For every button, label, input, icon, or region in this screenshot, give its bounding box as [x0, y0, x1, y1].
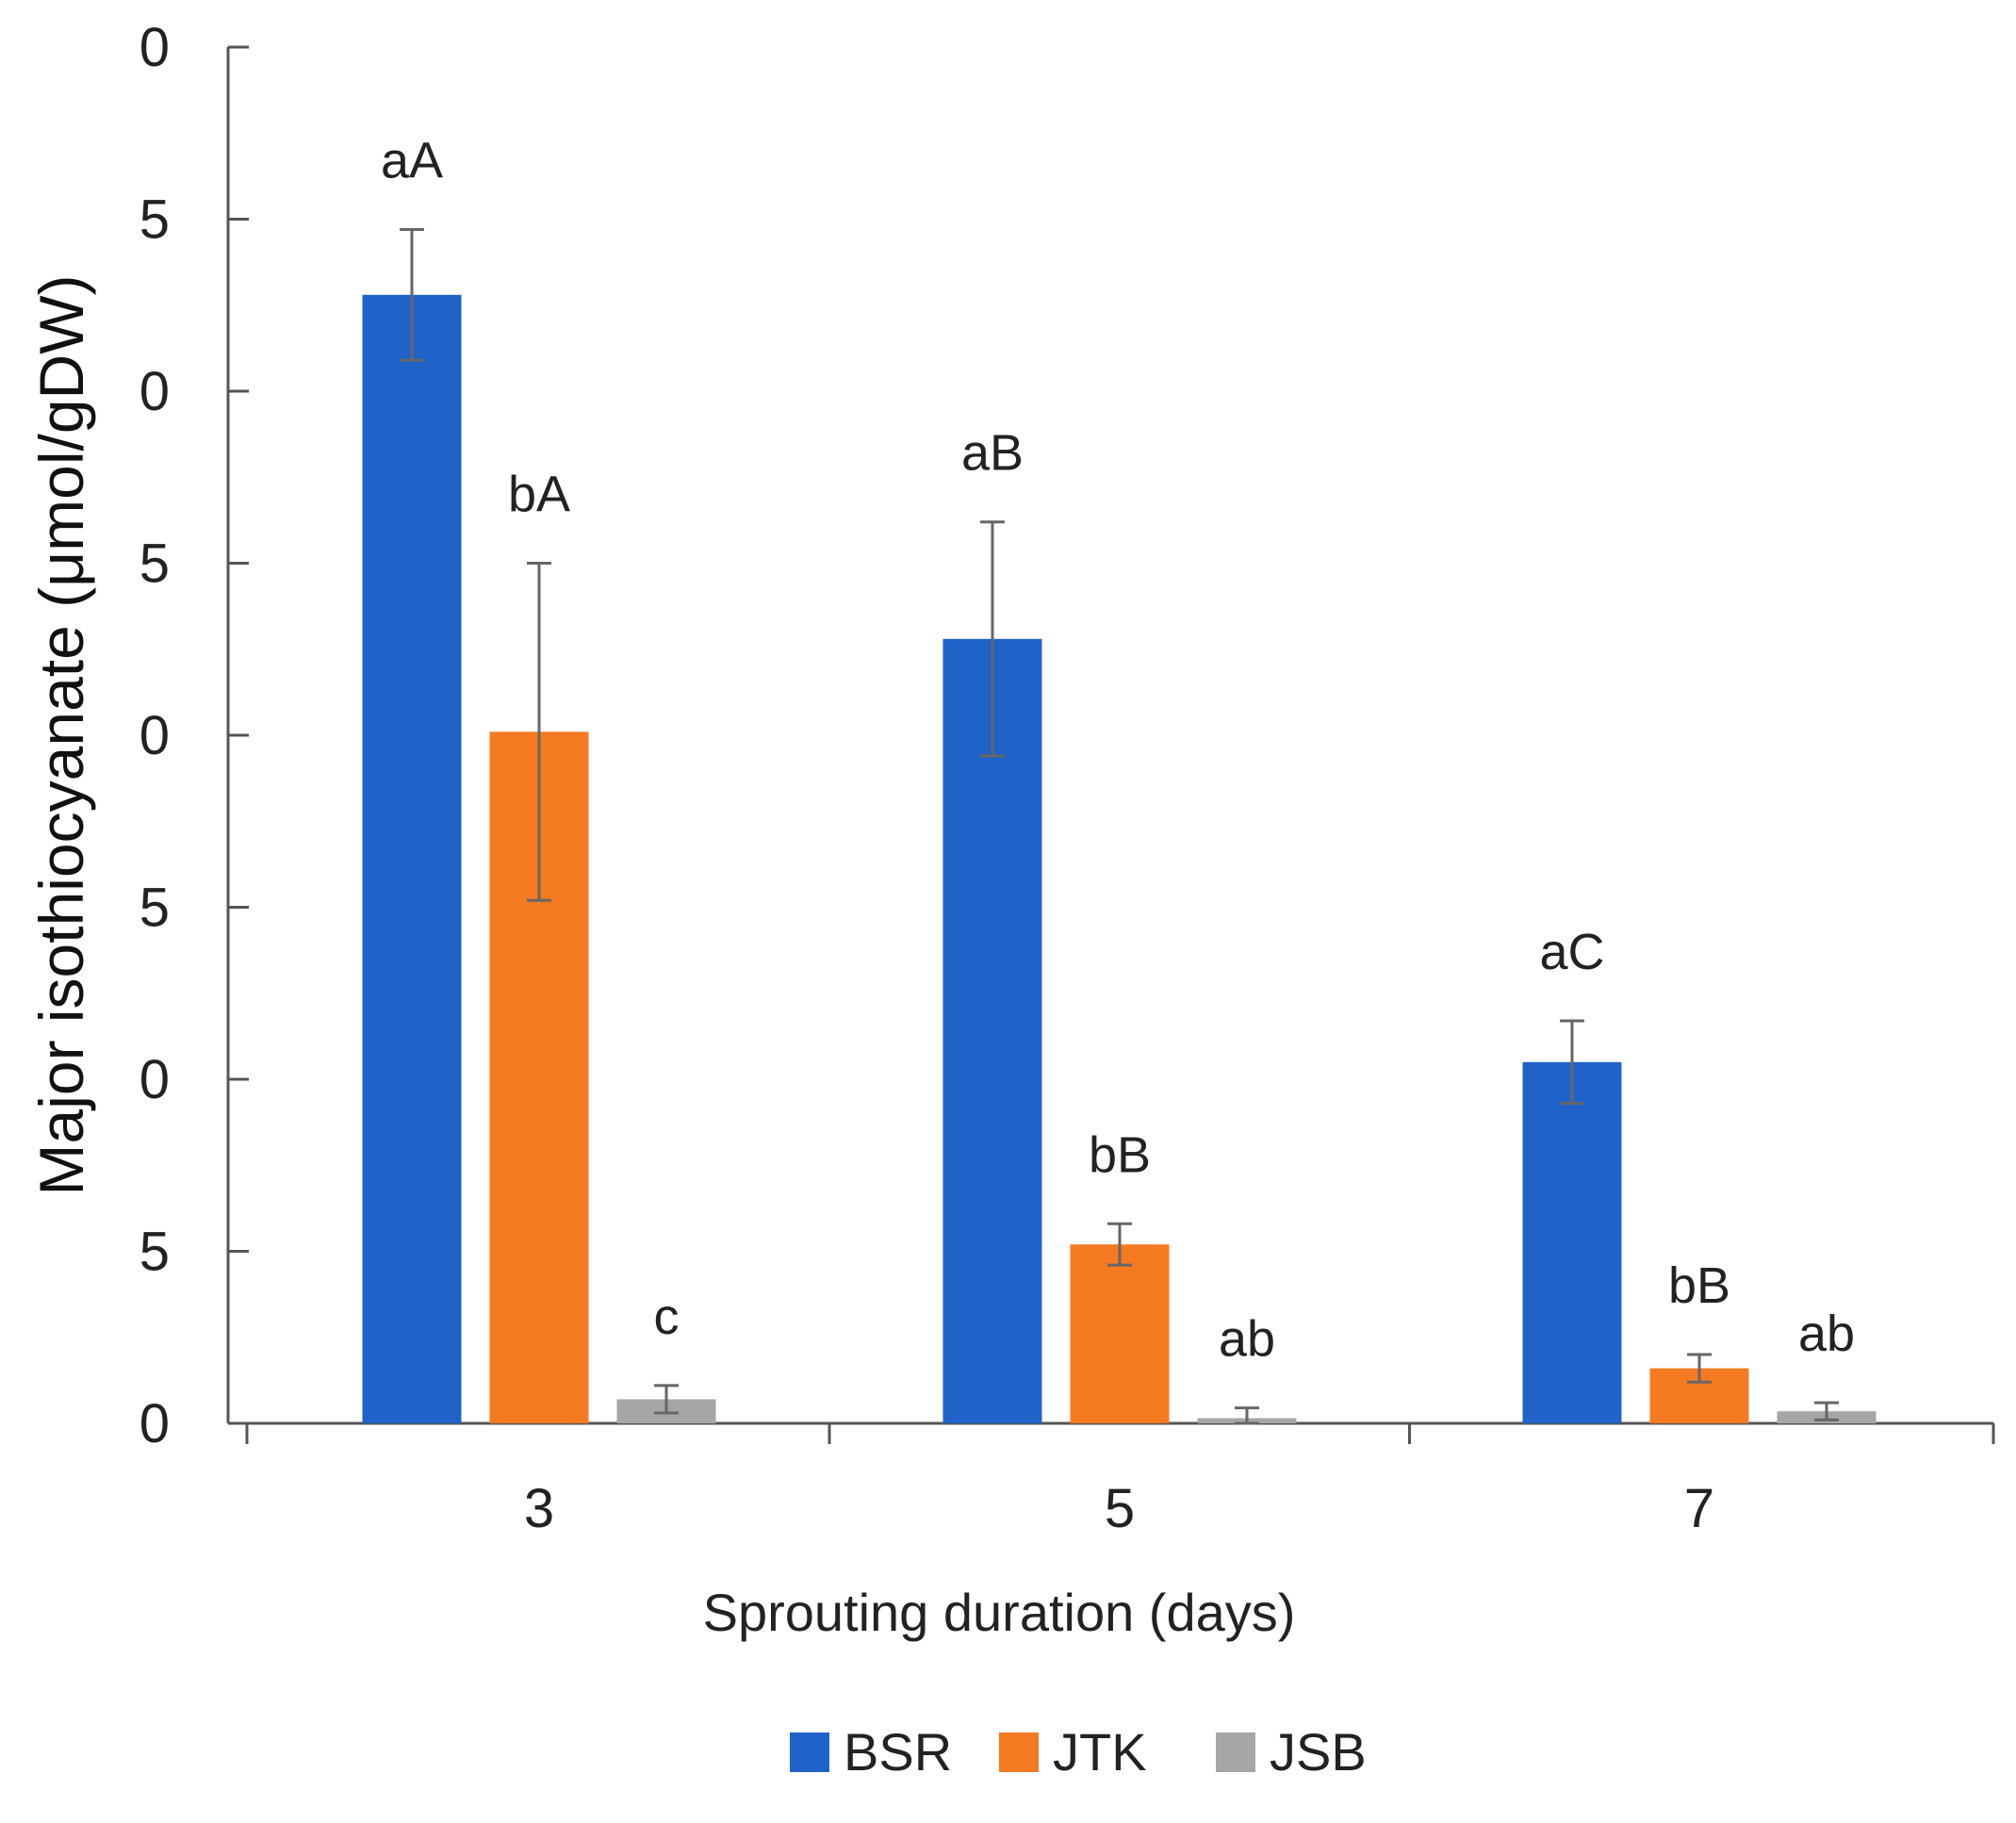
- y-tick-label: 5: [139, 1222, 170, 1283]
- x-tick-label: 7: [1684, 1478, 1714, 1539]
- legend-swatch-jtk: [999, 1733, 1039, 1772]
- significance-label: aB: [961, 425, 1024, 482]
- y-axis-label: Major isothiocyanate (μmol/gDW): [26, 275, 96, 1196]
- bars: [362, 227, 1877, 1425]
- x-tick-label: 5: [1105, 1478, 1135, 1539]
- significance-labels: aA aB aC bA bB bB c ab ab: [381, 132, 1855, 1367]
- y-tick-label: 5: [139, 534, 170, 595]
- bar-bsr: [362, 294, 462, 1423]
- significance-label: bB: [1089, 1126, 1151, 1183]
- legend-label-bsr: BSR: [844, 1722, 952, 1782]
- x-tick-label: 3: [524, 1478, 554, 1539]
- significance-label: c: [654, 1289, 680, 1345]
- bar-jtk: [1070, 1244, 1170, 1423]
- legend-swatch-bsr: [790, 1733, 829, 1772]
- significance-label: ab: [1219, 1311, 1275, 1368]
- significance-label: aC: [1539, 924, 1604, 980]
- legend-swatch-jsb: [1216, 1733, 1255, 1772]
- significance-label: ab: [1798, 1306, 1855, 1362]
- legend: BSR JTK JSB: [790, 1722, 1367, 1782]
- y-tick-label: 0: [139, 1393, 170, 1454]
- bar-bsr: [1522, 1061, 1622, 1423]
- y-tick-label: 0: [139, 361, 170, 422]
- x-axis-label: Sprouting duration (days): [703, 1583, 1296, 1642]
- bar-bsr: [942, 638, 1042, 1423]
- y-tick-label: 0: [139, 1049, 170, 1110]
- significance-label: bA: [508, 467, 570, 523]
- y-tick-label: 5: [139, 189, 170, 251]
- y-tick-label: 5: [139, 878, 170, 939]
- y-tick-label: 0: [139, 705, 170, 766]
- legend-label-jsb: JSB: [1270, 1722, 1367, 1782]
- significance-label: aA: [381, 132, 443, 189]
- significance-label: bB: [1668, 1257, 1730, 1314]
- legend-label-jtk: JTK: [1053, 1722, 1147, 1782]
- y-tick-label: 0: [139, 17, 170, 78]
- axes: 0 5 0 5 0 5 0 5 0 3 5 7: [139, 17, 1995, 1539]
